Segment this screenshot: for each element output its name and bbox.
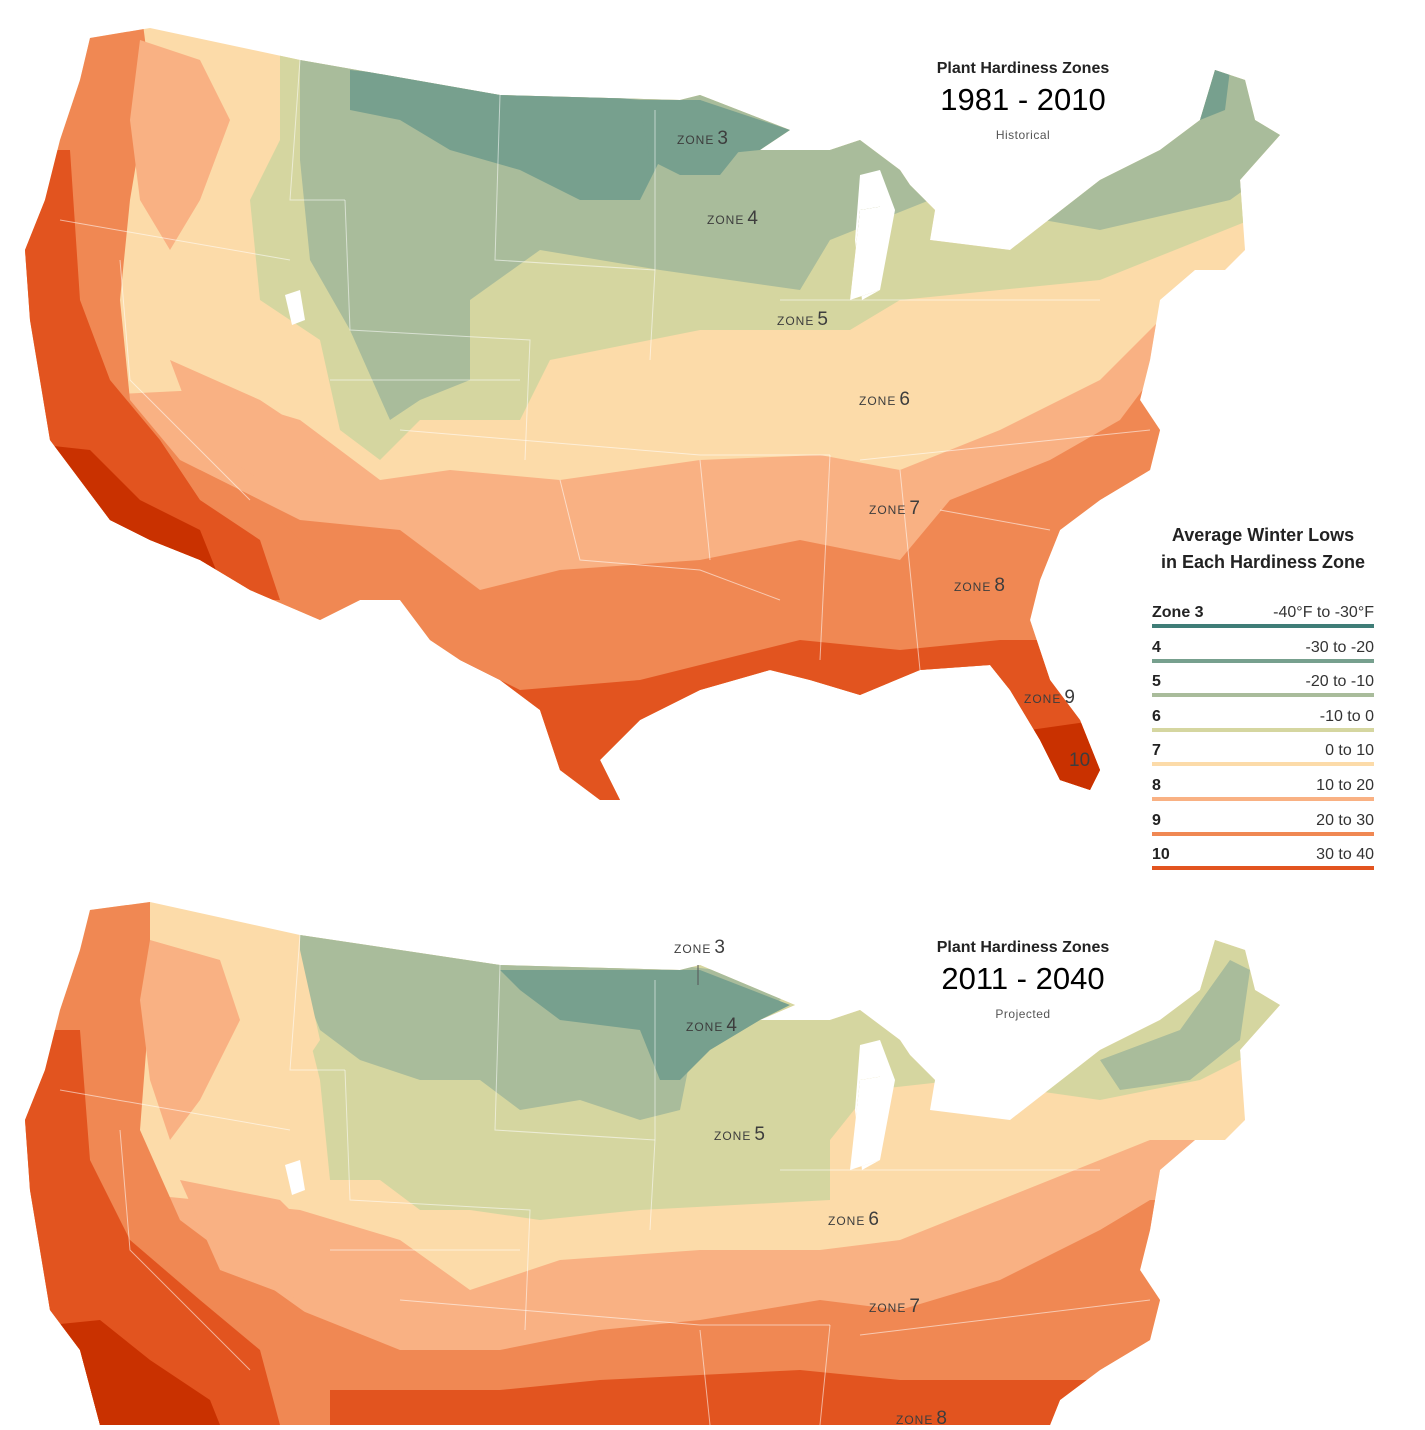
- projected-zone-8-label: ZONE 8: [896, 1408, 947, 1429]
- hardiness-legend: Average Winter Lows in Each Hardiness Zo…: [1152, 522, 1374, 873]
- historical-zone-5-label: ZONE 5: [777, 309, 828, 330]
- historical-subtitle: Historical: [995, 128, 1051, 142]
- historical-state-borders: [59, 59, 1151, 671]
- projected-zone-5-label: ZONE 5: [714, 1124, 765, 1145]
- historical-title-block: Plant Hardiness Zones 1981 - 2010 Histor…: [893, 60, 1153, 142]
- historical-zone-10-label: 10: [1069, 750, 1091, 771]
- legend-rows: Zone 3 -40°F to -30°F 4 -30 to -20 5 -20 to…: [1152, 596, 1374, 871]
- projected-subtitle: Projected: [995, 1007, 1051, 1021]
- legend-row-zone-6: 6 -10 to 0: [1152, 700, 1374, 732]
- projected-state-borders: [59, 934, 1151, 1425]
- projected-zone-7-label: ZONE 7: [869, 1296, 920, 1317]
- historical-zone-7-label: ZONE 7: [869, 498, 920, 519]
- historical-zone-4-label: ZONE 4: [707, 208, 758, 229]
- legend-row-zone-8: 8 10 to 20: [1152, 769, 1374, 801]
- historical-kicker: Plant Hardiness Zones: [936, 60, 1110, 77]
- legend-row-zone-5: 5 -20 to -10: [1152, 665, 1374, 698]
- legend-row-zone-10: 10 30 to 40: [1152, 838, 1374, 871]
- projected-map-graphic: [25, 902, 1280, 1425]
- historical-zone-9-label: ZONE 9: [1024, 687, 1075, 708]
- projected-kicker: Plant Hardiness Zones: [936, 939, 1110, 956]
- legend-row-zone-4: 4 -30 to -20: [1152, 631, 1374, 663]
- projected-title-block: Plant Hardiness Zones 2011 - 2040 Projec…: [893, 939, 1153, 1021]
- historical-zone-8-label: ZONE 8: [954, 575, 1005, 596]
- projected-zone-3-label: ZONE 3: [674, 937, 725, 958]
- legend-row-zone-9: 9 20 to 30: [1152, 804, 1374, 836]
- projected-zone-6-label: ZONE 6: [828, 1209, 879, 1230]
- historical-zone-6-label: ZONE 6: [859, 389, 910, 410]
- historical-map: [25, 28, 1280, 800]
- projected-years: 2011 - 2040: [941, 961, 1105, 996]
- legend-row-zone-3: Zone 3 -40°F to -30°F: [1152, 596, 1374, 628]
- projected-zone-fills: [25, 902, 1280, 1425]
- projected-zone-4-label: ZONE 4: [686, 1015, 737, 1036]
- historical-zone-3-label: ZONE 3: [677, 128, 728, 149]
- legend-title: Average Winter Lows in Each Hardiness Zo…: [1160, 525, 1366, 572]
- historical-map-graphic: [25, 28, 1280, 800]
- historical-years: 1981 - 2010: [940, 82, 1106, 117]
- projected-map: [0, 880, 1425, 1425]
